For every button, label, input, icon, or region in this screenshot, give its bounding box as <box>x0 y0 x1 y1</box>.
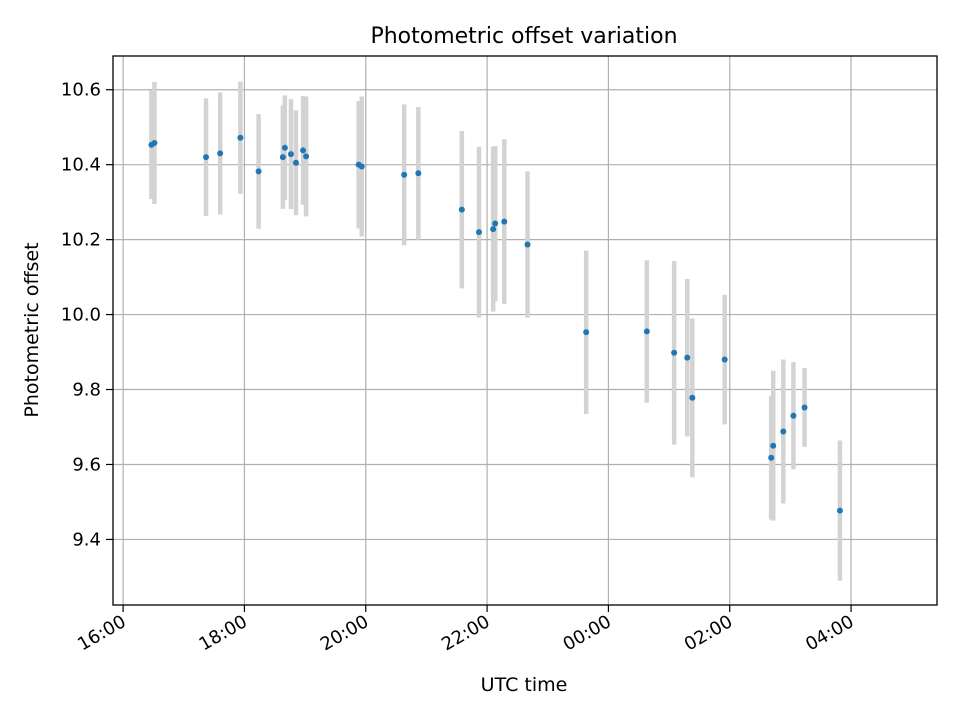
data-point <box>281 144 288 151</box>
data-point <box>643 328 650 335</box>
data-point <box>401 171 408 178</box>
data-point <box>303 153 310 160</box>
y-tick-label: 9.4 <box>72 529 101 550</box>
data-point <box>583 329 590 336</box>
data-point <box>475 229 482 236</box>
data-point <box>770 442 777 449</box>
data-point <box>524 241 531 248</box>
data-point <box>287 151 294 158</box>
error-bars <box>149 81 843 581</box>
x-tick-label: 18:00 <box>196 611 251 655</box>
x-tick-label: 22:00 <box>438 611 493 655</box>
x-tick-label: 20:00 <box>317 611 372 655</box>
data-point <box>358 163 365 170</box>
data-point <box>292 159 299 166</box>
x-axis-ticks: 16:00 18:00 20:00 22:00 00:00 02:00 04:00 <box>74 605 858 655</box>
data-point <box>790 412 797 419</box>
data-point <box>492 220 499 227</box>
y-tick-label: 10.2 <box>61 230 101 251</box>
data-point <box>217 150 224 157</box>
data-point <box>300 147 307 154</box>
data-point <box>279 154 286 161</box>
data-point <box>151 139 158 146</box>
x-tick-label: 16:00 <box>74 611 129 655</box>
data-point <box>203 154 210 161</box>
y-axis-ticks: 9.4 9.6 9.8 10.0 10.2 10.4 10.6 <box>61 80 113 550</box>
y-tick-label: 9.8 <box>72 380 101 401</box>
x-tick-label: 04:00 <box>802 611 857 655</box>
data-point <box>801 404 808 411</box>
y-tick-label: 9.6 <box>72 454 101 475</box>
chart-title: Photometric offset variation <box>370 24 677 49</box>
data-points <box>148 134 843 514</box>
data-point <box>237 134 244 141</box>
grid-lines <box>113 56 937 605</box>
y-tick-label: 10.4 <box>61 155 101 176</box>
y-tick-label: 10.6 <box>61 80 101 101</box>
data-point <box>458 206 465 213</box>
x-tick-label: 00:00 <box>559 611 614 655</box>
data-point <box>684 354 691 361</box>
y-tick-label: 10.0 <box>61 305 101 326</box>
data-point <box>768 454 775 461</box>
data-point <box>836 507 843 514</box>
data-point <box>255 168 262 175</box>
plot-frame <box>112 55 938 606</box>
data-point <box>689 394 696 401</box>
data-point <box>721 356 728 363</box>
data-point <box>490 226 497 233</box>
data-point <box>415 170 422 177</box>
data-point <box>671 349 678 356</box>
x-axis-label: UTC time <box>481 674 568 696</box>
x-tick-label: 02:00 <box>681 611 736 655</box>
data-point <box>501 218 508 225</box>
y-axis-label: Photometric offset <box>21 242 43 417</box>
data-point <box>780 428 787 435</box>
